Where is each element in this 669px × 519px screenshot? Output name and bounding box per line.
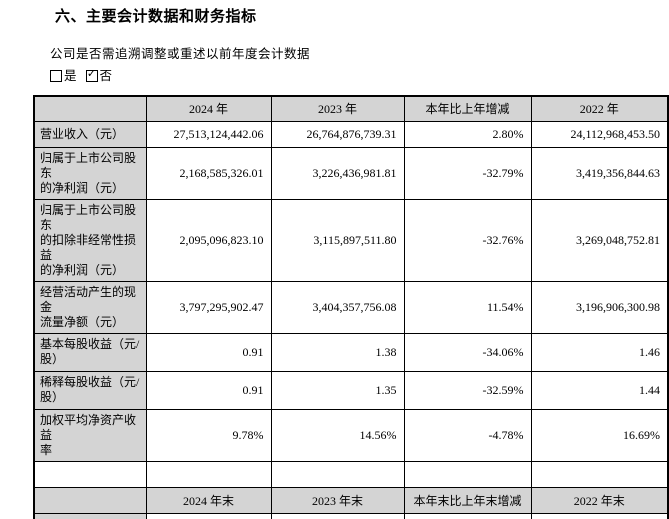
table-row-weighted-roe: 加权平均净资产收益 率 9.78% 14.56% -4.78% 16.69% bbox=[33, 408, 669, 462]
cell-change: -34.06% bbox=[403, 332, 532, 372]
cell-blank bbox=[145, 460, 272, 488]
cell-2022: 3,269,048,752.81 bbox=[530, 198, 669, 282]
cell-2023: 3,404,357,756.08 bbox=[270, 280, 405, 334]
cell-corner bbox=[33, 95, 147, 122]
financial-indicators-table: 2024 年 2023 年 本年比上年增减 2022 年 营业收入（元） 27,… bbox=[33, 95, 669, 519]
cell-2022: 3,196,906,300.98 bbox=[530, 280, 669, 334]
table-row-basic-eps: 基本每股收益（元/ 股） 0.91 1.38 -34.06% 1.46 bbox=[33, 332, 669, 372]
cell-yearend-2023: 2023 年末 bbox=[270, 486, 405, 514]
cell-2022: 16.69% bbox=[530, 408, 669, 462]
page-title: 六、主要会计数据和财务指标 bbox=[55, 9, 257, 25]
cell-label: 归属于上市公司股东 的净利润（元） bbox=[33, 146, 147, 200]
yearend-header-row: 2024 年末 2023 年末 本年末比上年末增减 2022 年末 bbox=[33, 486, 669, 514]
table-row-net-profit-excl-nonrecurring: 归属于上市公司股东 的扣除非经常性损益 的净利润（元） 2,095,096,82… bbox=[33, 198, 669, 282]
cell-2024: 3,797,295,902.47 bbox=[145, 280, 272, 334]
cell-2024: 2,168,585,326.01 bbox=[145, 146, 272, 200]
table-row-operating-cash-flow: 经营活动产生的现金 流量净额（元） 3,797,295,902.47 3,404… bbox=[33, 280, 669, 334]
cell-2024: 9.78% bbox=[145, 408, 272, 462]
cell-change-header: 本年比上年增减 bbox=[403, 95, 532, 122]
cell-2024: 2,095,096,823.10 bbox=[145, 198, 272, 282]
restatement-answer-row: 是 ✓ 否 bbox=[50, 68, 669, 84]
cell-yearend-2024: 2024 年末 bbox=[145, 486, 272, 514]
cell-2022: 1.44 bbox=[530, 370, 669, 410]
cell-2023: 1.38 bbox=[270, 332, 405, 372]
checkbox-unchecked-icon bbox=[50, 70, 62, 82]
cell-change: -32.59% bbox=[403, 370, 532, 410]
cell-2023: 14.56% bbox=[270, 408, 405, 462]
annual-header-row: 2024 年 2023 年 本年比上年增减 2022 年 bbox=[33, 95, 669, 122]
table-row-net-profit: 归属于上市公司股东 的净利润（元） 2,168,585,326.01 3,226… bbox=[33, 146, 669, 200]
cell-change: -32.79% bbox=[403, 146, 532, 200]
cell-2023: 26,764,876,739.31 bbox=[270, 120, 405, 148]
cell-year-2024: 2024 年 bbox=[145, 95, 272, 122]
cell-year-2023: 2023 年 bbox=[270, 95, 405, 122]
cell-label: 加权平均净资产收益 率 bbox=[33, 408, 147, 462]
cell-2023: 3,115,897,511.80 bbox=[270, 198, 405, 282]
restatement-question: 公司是否需追溯调整或重述以前年度会计数据 bbox=[50, 47, 311, 61]
cell-change: -32.76% bbox=[403, 198, 532, 282]
cell-label: 归属于上市公司股东 的扣除非经常性损益 的净利润（元） bbox=[33, 198, 147, 282]
cell-2023: 63,817,240,694.66 bbox=[270, 512, 405, 519]
cell-2022: 59,188,957,444.86 bbox=[530, 512, 669, 519]
cell-yearend-change-header: 本年末比上年末增减 bbox=[403, 486, 532, 514]
cell-2022: 1.46 bbox=[530, 332, 669, 372]
cell-label: 营业收入（元） bbox=[33, 120, 147, 148]
cell-yearend-2022: 2022 年末 bbox=[530, 486, 669, 514]
cell-label: 稀释每股收益（元/ 股） bbox=[33, 370, 147, 410]
cell-blank bbox=[530, 460, 669, 488]
cell-blank bbox=[270, 460, 405, 488]
cell-corner bbox=[33, 486, 147, 514]
table-row-revenue: 营业收入（元） 27,513,124,442.06 26,764,876,739… bbox=[33, 120, 669, 148]
cell-label: 经营活动产生的现金 流量净额（元） bbox=[33, 280, 147, 334]
spacer-row bbox=[33, 460, 669, 488]
table-row-diluted-eps: 稀释每股收益（元/ 股） 0.91 1.35 -32.59% 1.44 bbox=[33, 370, 669, 410]
cell-2024: 66,200,879,676.09 bbox=[145, 512, 272, 519]
checkbox-checked-icon: ✓ bbox=[85, 67, 98, 82]
cell-2024: 0.91 bbox=[145, 370, 272, 410]
cell-2022: 3,419,356,844.63 bbox=[530, 146, 669, 200]
cell-change: 2.80% bbox=[403, 120, 532, 148]
cell-2024: 0.91 bbox=[145, 332, 272, 372]
cell-year-2022: 2022 年 bbox=[530, 95, 669, 122]
cell-blank bbox=[403, 460, 532, 488]
cell-2022: 24,112,968,453.50 bbox=[530, 120, 669, 148]
cell-2023: 3,226,436,981.81 bbox=[270, 146, 405, 200]
cell-change: -4.78% bbox=[403, 408, 532, 462]
cell-2023: 1.35 bbox=[270, 370, 405, 410]
option-yes: 是 bbox=[50, 68, 77, 84]
option-no-label: 否 bbox=[99, 69, 113, 83]
cell-2024: 27,513,124,442.06 bbox=[145, 120, 272, 148]
cell-blank bbox=[33, 460, 147, 488]
check-mark: ✓ bbox=[86, 67, 97, 80]
table-row-total-assets: 总资产（元） 66,200,879,676.09 63,817,240,694.… bbox=[33, 512, 669, 519]
option-yes-label: 是 bbox=[64, 69, 77, 83]
cell-label: 总资产（元） bbox=[33, 512, 147, 519]
cell-change: 11.54% bbox=[403, 280, 532, 334]
cell-label: 基本每股收益（元/ 股） bbox=[33, 332, 147, 372]
cell-change: 3.74% bbox=[403, 512, 532, 519]
option-no: ✓ 否 bbox=[85, 67, 113, 84]
